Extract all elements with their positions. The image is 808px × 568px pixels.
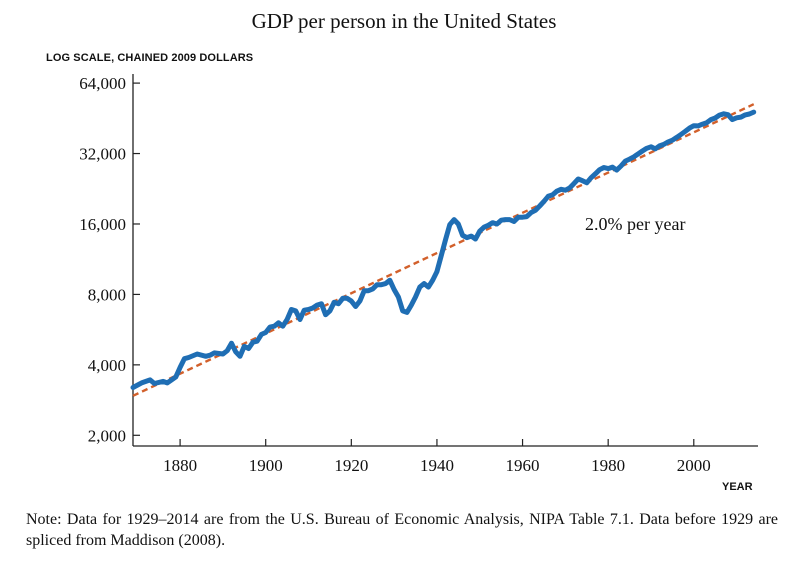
line-chart: 2,000 4,000 8,000 16,000 32,000 64,000 1880 190… [79, 74, 758, 475]
x-tick-label: 1920 [334, 456, 368, 475]
trend-annotation: 2.0% per year [585, 214, 685, 234]
y-tick-label: 8,000 [88, 285, 126, 304]
x-tick-label: 1940 [420, 456, 454, 475]
series-layer [130, 103, 757, 397]
x-tick-label: 2000 [677, 456, 711, 475]
x-tick-label: 1980 [591, 456, 625, 475]
chart-title: GDP per person in the United States [251, 9, 557, 33]
x-tick-label: 1900 [249, 456, 283, 475]
y-tick-label: 32,000 [79, 145, 126, 164]
x-tick-label: 1960 [506, 456, 540, 475]
gdp-series-line [130, 109, 757, 390]
y-tick-label: 64,000 [79, 74, 126, 93]
chart-axes [132, 74, 758, 447]
chart-ticks: 2,000 4,000 8,000 16,000 32,000 64,000 1880 190… [79, 74, 711, 475]
x-tick-label: 1880 [163, 456, 197, 475]
x-axis-label: YEAR [722, 481, 753, 493]
y-axis-label: LOG SCALE, CHAINED 2009 DOLLARS [46, 52, 254, 64]
y-tick-label: 16,000 [79, 215, 126, 234]
y-tick-label: 4,000 [88, 356, 126, 375]
y-tick-label: 2,000 [88, 426, 126, 445]
chart-note: Note: Data for 1929–2014 are from the U.… [26, 511, 778, 549]
